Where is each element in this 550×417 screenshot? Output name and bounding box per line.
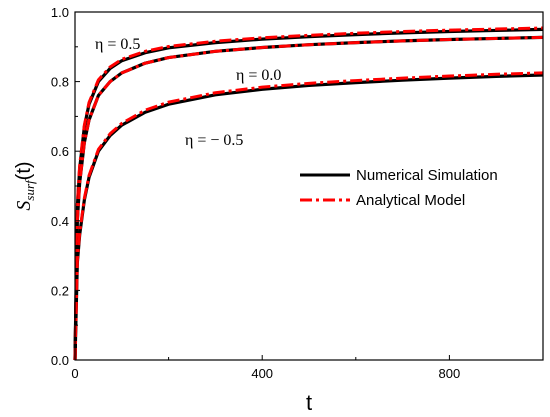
annotation-eta-zero: η = 0.0	[236, 67, 281, 84]
y-axis-title-tail: (t)	[13, 161, 35, 180]
axis-ticks: 0 400 800 0.0 0.2 0.4 0.6 0.8 1.0	[51, 5, 460, 381]
series-line-analytical-5	[73, 71, 544, 361]
legend: Numerical Simulation Analytical Model	[300, 167, 498, 209]
y-tick-label-5: 1.0	[51, 5, 69, 20]
y-tick-label-4: 0.8	[51, 75, 69, 90]
x-tick-label-1: 400	[251, 366, 273, 381]
y-axis-title: Ssurf(t)	[13, 161, 37, 210]
plot-area	[73, 26, 544, 361]
y-tick-label-2: 0.4	[51, 214, 69, 229]
y-axis-title-sub: surf	[22, 178, 37, 201]
series-line-numerical-0	[73, 27, 544, 361]
x-tick-label-2: 800	[439, 366, 461, 381]
y-tick-label-0: 0.0	[51, 353, 69, 368]
legend-label-analytical: Analytical Model	[356, 192, 465, 209]
series-line-analytical-1	[73, 26, 544, 361]
x-axis-title: t	[306, 390, 312, 415]
annotation-eta-negative: η = − 0.5	[185, 132, 243, 149]
y-tick-label-1: 0.2	[51, 283, 69, 298]
y-axis-title-main: S	[13, 201, 35, 211]
annotation-eta-positive: η = 0.5	[95, 36, 140, 53]
y-tick-label-3: 0.6	[51, 144, 69, 159]
series-line-numerical-4	[73, 73, 544, 361]
x-tick-label-0: 0	[71, 366, 78, 381]
series-line-analytical-3	[73, 35, 544, 361]
svg-text:Ssurf(t): Ssurf(t)	[13, 161, 37, 210]
legend-label-numerical: Numerical Simulation	[356, 167, 498, 184]
